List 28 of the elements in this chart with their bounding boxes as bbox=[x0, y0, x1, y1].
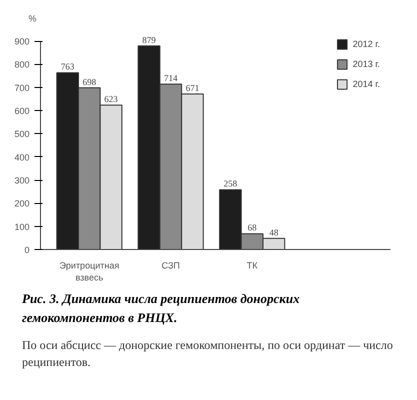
y-tick-label: 500 bbox=[14, 129, 30, 140]
data-label: 623 bbox=[104, 94, 118, 104]
y-tick-label: 200 bbox=[14, 198, 30, 209]
y-tick-label: 700 bbox=[14, 82, 30, 93]
x-tick-label: ТК bbox=[246, 260, 258, 270]
y-tick-label: 800 bbox=[14, 60, 30, 70]
y-tick-label: 0 bbox=[24, 245, 30, 255]
y-tick-label: 600 bbox=[14, 106, 30, 116]
legend-label: 2013 г. bbox=[352, 59, 380, 69]
legend-label: 2014 г. bbox=[352, 79, 380, 89]
y-tick-label: 100 bbox=[14, 222, 30, 232]
y-tick-label: 400 bbox=[14, 152, 30, 162]
data-label: 258 bbox=[224, 178, 238, 189]
data-label: 879 bbox=[142, 34, 156, 45]
y-axis-title: % bbox=[28, 14, 37, 24]
data-label: 68 bbox=[248, 222, 258, 233]
data-label: 714 bbox=[164, 73, 178, 84]
x-tick-label: СЗП bbox=[162, 260, 180, 270]
data-label: 671 bbox=[186, 83, 200, 94]
x-tick-label: Эритроцитная взвесь bbox=[59, 260, 120, 282]
data-label: 763 bbox=[60, 62, 75, 72]
y-tick-label: 900 bbox=[14, 36, 30, 47]
data-label: 48 bbox=[269, 227, 279, 238]
legend-label: 2012 г. bbox=[352, 39, 380, 49]
text: Рис. 3. Динамика числа реципиентов донорских гемокомпонентов в РНЦХ. bbox=[22, 291, 300, 325]
text: По оси абсцисс — донорские гемокомпоненты, по оси ординат — число реципиентов. bbox=[22, 337, 394, 372]
data-label: 698 bbox=[82, 76, 97, 87]
y-tick-label: 300 bbox=[14, 176, 30, 186]
